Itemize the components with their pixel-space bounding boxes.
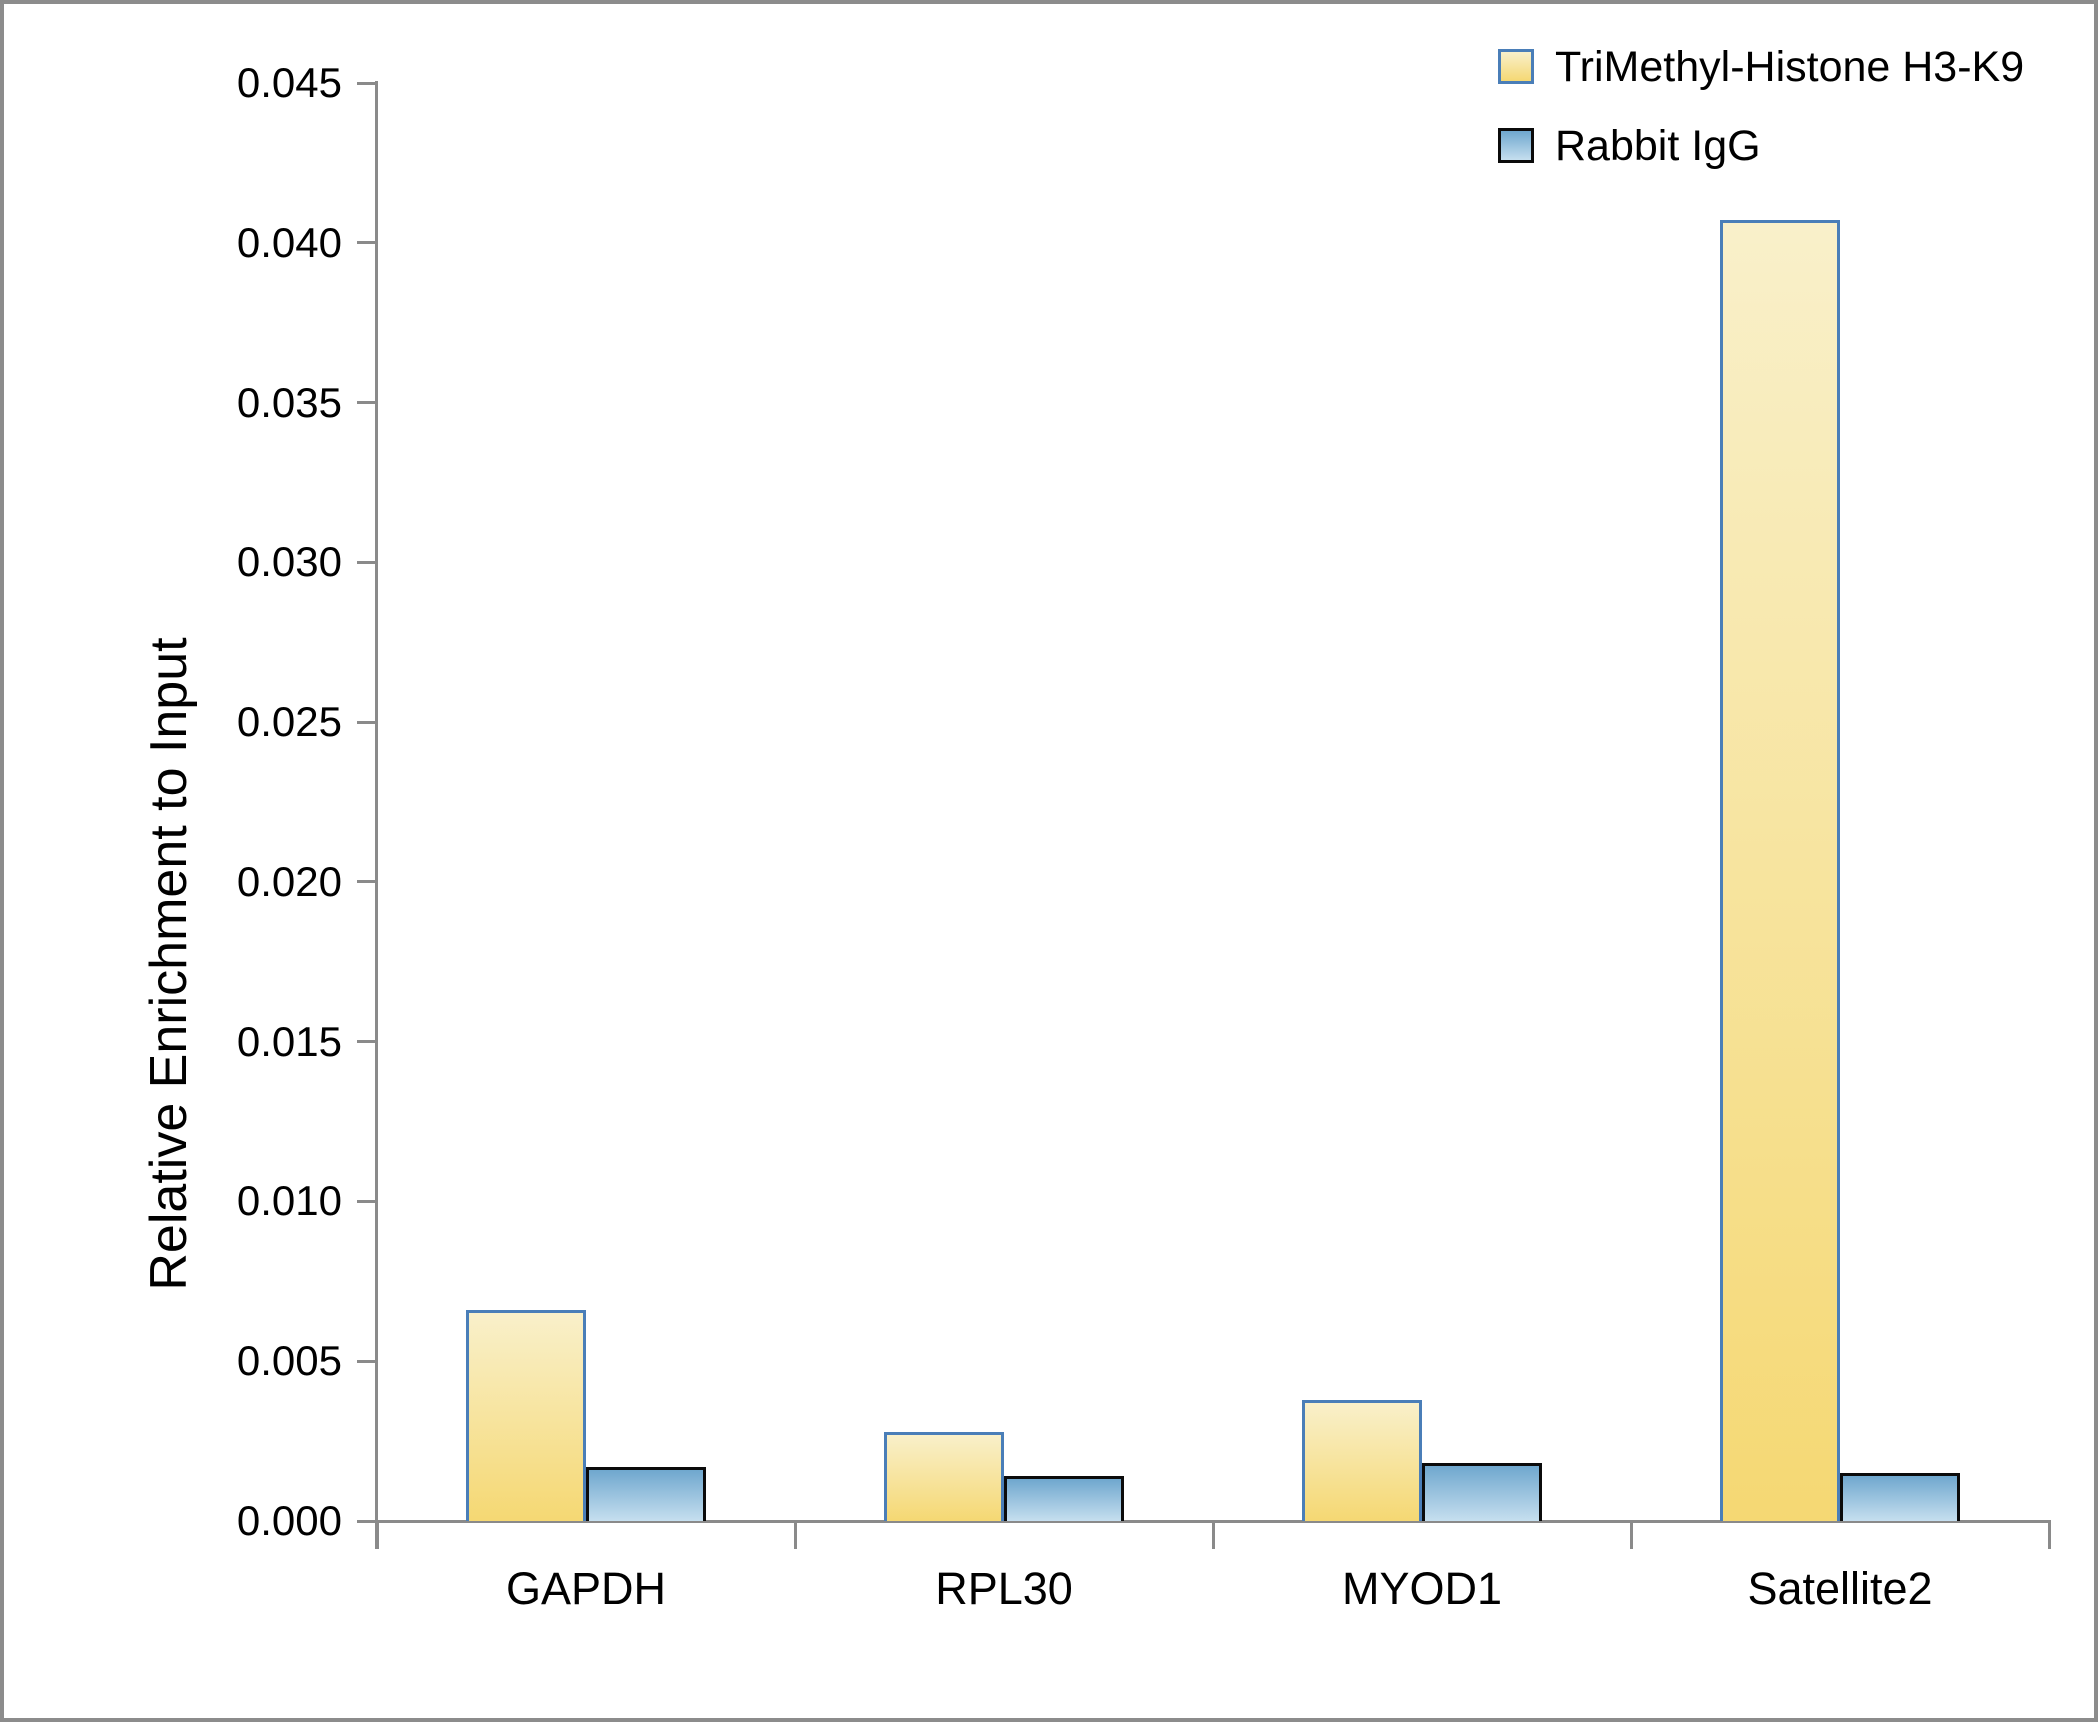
y-tick-label: 0.005 [236,1337,342,1385]
x-category-label: RPL30 [935,1563,1073,1614]
bar-satellite2-trimethyl [1720,220,1840,1521]
y-tick-label: 0.000 [236,1497,342,1544]
x-tick [375,1521,379,1549]
y-tick-label: 0.035 [236,378,342,426]
y-tick [357,720,377,724]
x-tick [2047,1521,2051,1549]
y-tick-label: 0.030 [236,538,342,586]
x-tick [793,1521,797,1549]
bar-myod1-igg [1422,1463,1542,1521]
y-tick-label: 0.020 [236,857,342,905]
bar-rpl30-trimethyl [884,1431,1004,1521]
y-tick [357,1199,377,1203]
x-tick [1211,1521,1215,1549]
y-tick-label: 0.040 [236,218,342,266]
y-axis-line [375,81,378,1549]
y-tick-label: 0.010 [236,1177,342,1225]
bar-satellite2-igg [1840,1473,1960,1521]
legend-label-igg: Rabbit IgG [1555,122,1761,170]
y-tick [357,880,377,884]
bar-gapdh-trimethyl [466,1310,586,1521]
bar-gapdh-igg [586,1466,706,1521]
bar-myod1-trimethyl [1302,1399,1422,1521]
y-tick [357,1359,377,1363]
y-tick [357,560,377,564]
x-category-label: GAPDH [505,1563,667,1614]
y-tick [357,401,377,405]
bar-rpl30-igg [1004,1476,1124,1521]
y-tick [357,1040,377,1044]
legend-label-trimethyl: TriMethyl-Histone H3-K9 [1555,43,2025,91]
y-tick-label: 0.015 [236,1017,342,1065]
legend-swatch-trimethyl [1498,49,1534,84]
y-tick-label: 0.045 [236,59,342,106]
legend-swatch-igg [1498,128,1534,163]
y-tick [357,241,377,245]
x-axis-line [357,1519,2051,1523]
y-tick-label: 0.025 [236,698,342,746]
x-category-label: MYOD1 [1341,1563,1503,1614]
x-category-label: Satellite2 [1747,1563,1933,1614]
y-tick [357,81,377,85]
x-tick [1629,1521,1633,1549]
